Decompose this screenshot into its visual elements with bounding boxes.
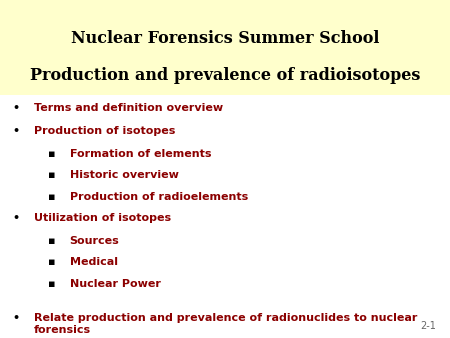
Text: Utilization of isotopes: Utilization of isotopes (34, 213, 171, 223)
Text: ▪: ▪ (48, 279, 55, 289)
Text: •: • (12, 126, 19, 136)
Text: Terms and definition overview: Terms and definition overview (34, 103, 223, 113)
FancyBboxPatch shape (0, 0, 450, 95)
Text: ▪: ▪ (48, 170, 55, 180)
Text: Medical: Medical (70, 257, 118, 267)
Text: ▪: ▪ (48, 257, 55, 267)
Text: Production of radioelements: Production of radioelements (70, 192, 248, 202)
Text: •: • (12, 213, 19, 223)
Text: Nuclear Forensics Summer School: Nuclear Forensics Summer School (71, 30, 379, 47)
Text: 2-1: 2-1 (421, 321, 436, 331)
Text: Nuclear Power: Nuclear Power (70, 279, 161, 289)
Text: ▪: ▪ (48, 149, 55, 159)
Text: ▪: ▪ (48, 236, 55, 246)
Text: Sources: Sources (70, 236, 120, 246)
Text: ▪: ▪ (48, 192, 55, 202)
Text: •: • (12, 103, 19, 113)
Text: Historic overview: Historic overview (70, 170, 179, 180)
Text: Production of isotopes: Production of isotopes (34, 126, 175, 136)
Text: Formation of elements: Formation of elements (70, 149, 211, 159)
Text: Relate production and prevalence of radionuclides to nuclear
forensics: Relate production and prevalence of radi… (34, 313, 417, 335)
Text: •: • (12, 313, 19, 323)
Text: Production and prevalence of radioisotopes: Production and prevalence of radioisotop… (30, 67, 420, 83)
